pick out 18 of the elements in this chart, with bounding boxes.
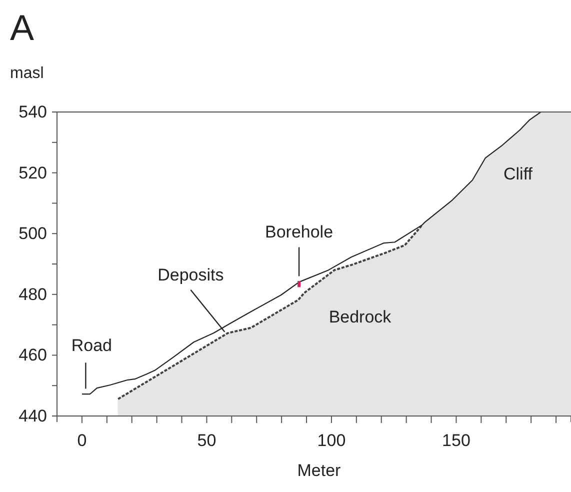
annotation: Bedrock	[328, 307, 392, 326]
x-tick-label: 50	[197, 431, 216, 450]
chart-title: A	[10, 7, 34, 48]
x-tick-label: 150	[442, 431, 470, 450]
annotation: Cliff	[504, 164, 533, 184]
y-tick-label: 440	[18, 406, 47, 426]
x-axis-title: Meter	[297, 461, 342, 480]
y-tick-label: 540	[18, 102, 47, 122]
x-tick-label: 100	[317, 431, 346, 450]
y-tick-label: 500	[18, 224, 47, 244]
x-tick-label: 0	[77, 431, 87, 450]
y-tick-label: 520	[18, 163, 47, 182]
annotation: Road	[71, 336, 112, 356]
y-axis-title: masl	[10, 65, 44, 82]
y-tick-label: 480	[18, 284, 47, 304]
y-tick-label: 460	[18, 346, 47, 365]
annotation: Borehole	[265, 222, 334, 242]
annotation: Deposits	[158, 265, 224, 284]
